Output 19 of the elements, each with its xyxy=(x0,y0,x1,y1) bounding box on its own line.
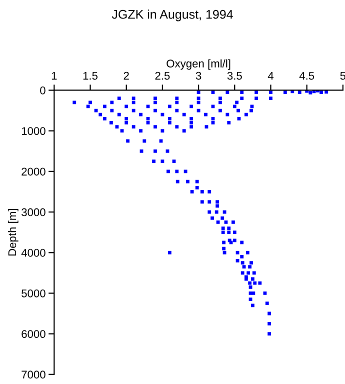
y-tick-label: 2000 xyxy=(22,168,46,176)
x-axis-title: Oxygen [ml/l] xyxy=(166,59,230,70)
y-tick-label: 0 xyxy=(40,86,46,94)
y-tick-label: 4000 xyxy=(21,248,46,257)
y-tick-label: 1000 xyxy=(22,127,46,135)
x-tick-label: 4.5 xyxy=(299,72,314,80)
x-tick-label: 1.5 xyxy=(83,72,98,80)
x-tick-label: 2.5 xyxy=(155,72,170,80)
y-axis-title: Depth [m] xyxy=(8,209,18,256)
y-tick-label: 3000 xyxy=(22,208,46,216)
x-tick-label: 4 xyxy=(268,72,274,80)
x-tick-label: 3.5 xyxy=(227,72,242,80)
y-tick-label: 5000 xyxy=(22,289,46,298)
y-tick-label: 7000 xyxy=(22,370,46,379)
x-tick-label: 1 xyxy=(52,72,57,80)
x-tick-label: 2 xyxy=(124,72,129,80)
y-tick-label: 6000 xyxy=(22,330,46,338)
x-tick-label: 3 xyxy=(196,72,202,80)
chart-title: JGZK in August, 1994 xyxy=(112,10,233,22)
